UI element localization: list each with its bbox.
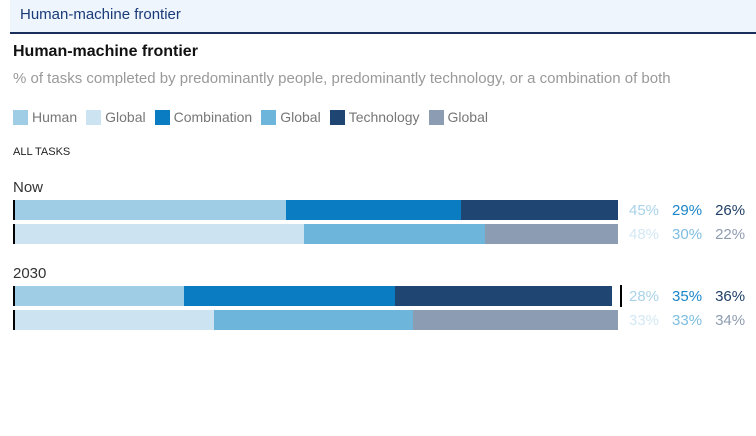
value-labels: 28% 35% 36%	[629, 288, 756, 305]
bar-segment	[15, 310, 214, 330]
header-title: Human-machine frontier	[20, 6, 181, 23]
data-label: 35%	[672, 288, 703, 305]
bar-segment	[304, 224, 486, 244]
data-label: 36%	[715, 288, 746, 305]
stacked-bar	[13, 224, 618, 244]
legend-item: Global	[428, 109, 488, 125]
bar-segment	[485, 224, 618, 244]
value-labels: 45% 29% 26%	[629, 202, 756, 219]
legend-item: Combination	[154, 109, 253, 125]
legend-swatch	[13, 109, 28, 125]
data-label: 33%	[672, 312, 703, 329]
bar-segment	[183, 286, 395, 306]
bar-segment	[394, 286, 612, 306]
legend-swatch	[329, 109, 345, 125]
legend-label: Global	[105, 109, 146, 125]
stacked-bar	[13, 200, 618, 220]
legend-label: Technology	[348, 109, 420, 125]
bar-segment	[15, 286, 184, 306]
stacked-bar	[13, 286, 612, 306]
data-label: 22%	[715, 226, 746, 243]
data-label: 28%	[629, 288, 660, 305]
data-label: 34%	[715, 312, 746, 329]
legend: Human Global Combination Global Technology Gl…	[13, 109, 497, 125]
bar-segment	[213, 310, 413, 330]
bar-segment	[461, 200, 618, 220]
group-label: Now	[13, 179, 44, 196]
legend-label: Combination	[173, 109, 253, 125]
data-label: 30%	[672, 226, 703, 243]
data-label: 45%	[629, 202, 660, 219]
bar-segment	[286, 200, 462, 220]
data-label: 29%	[672, 202, 703, 219]
data-label: 33%	[629, 312, 660, 329]
legend-item: Global	[86, 109, 146, 125]
data-label: 48%	[629, 226, 660, 243]
legend-item: Human	[13, 109, 77, 125]
group-label: 2030	[13, 265, 47, 282]
legend-item: Global	[261, 109, 321, 125]
bar-segment	[15, 200, 287, 220]
chart-title: Human-machine frontier	[13, 43, 198, 60]
section-label: ALL TASKS	[13, 146, 71, 158]
value-labels: 33% 33% 34%	[629, 312, 756, 329]
value-labels: 48% 30% 22%	[629, 226, 756, 243]
bar-segment	[15, 224, 305, 244]
chart-subtitle: % of tasks completed by predominantly pe…	[13, 70, 671, 87]
bar-segment	[412, 310, 618, 330]
legend-swatch	[428, 109, 444, 125]
legend-swatch	[154, 109, 170, 125]
legend-swatch	[261, 109, 277, 125]
legend-label: Global	[280, 109, 321, 125]
stacked-bar	[13, 310, 618, 330]
data-label: 26%	[715, 202, 746, 219]
total-marker	[620, 285, 622, 307]
legend-swatch	[86, 109, 102, 125]
legend-label: Global	[447, 109, 488, 125]
legend-item: Technology	[329, 109, 420, 125]
header-bar: Human-machine frontier	[10, 0, 756, 34]
legend-label: Human	[32, 109, 78, 125]
